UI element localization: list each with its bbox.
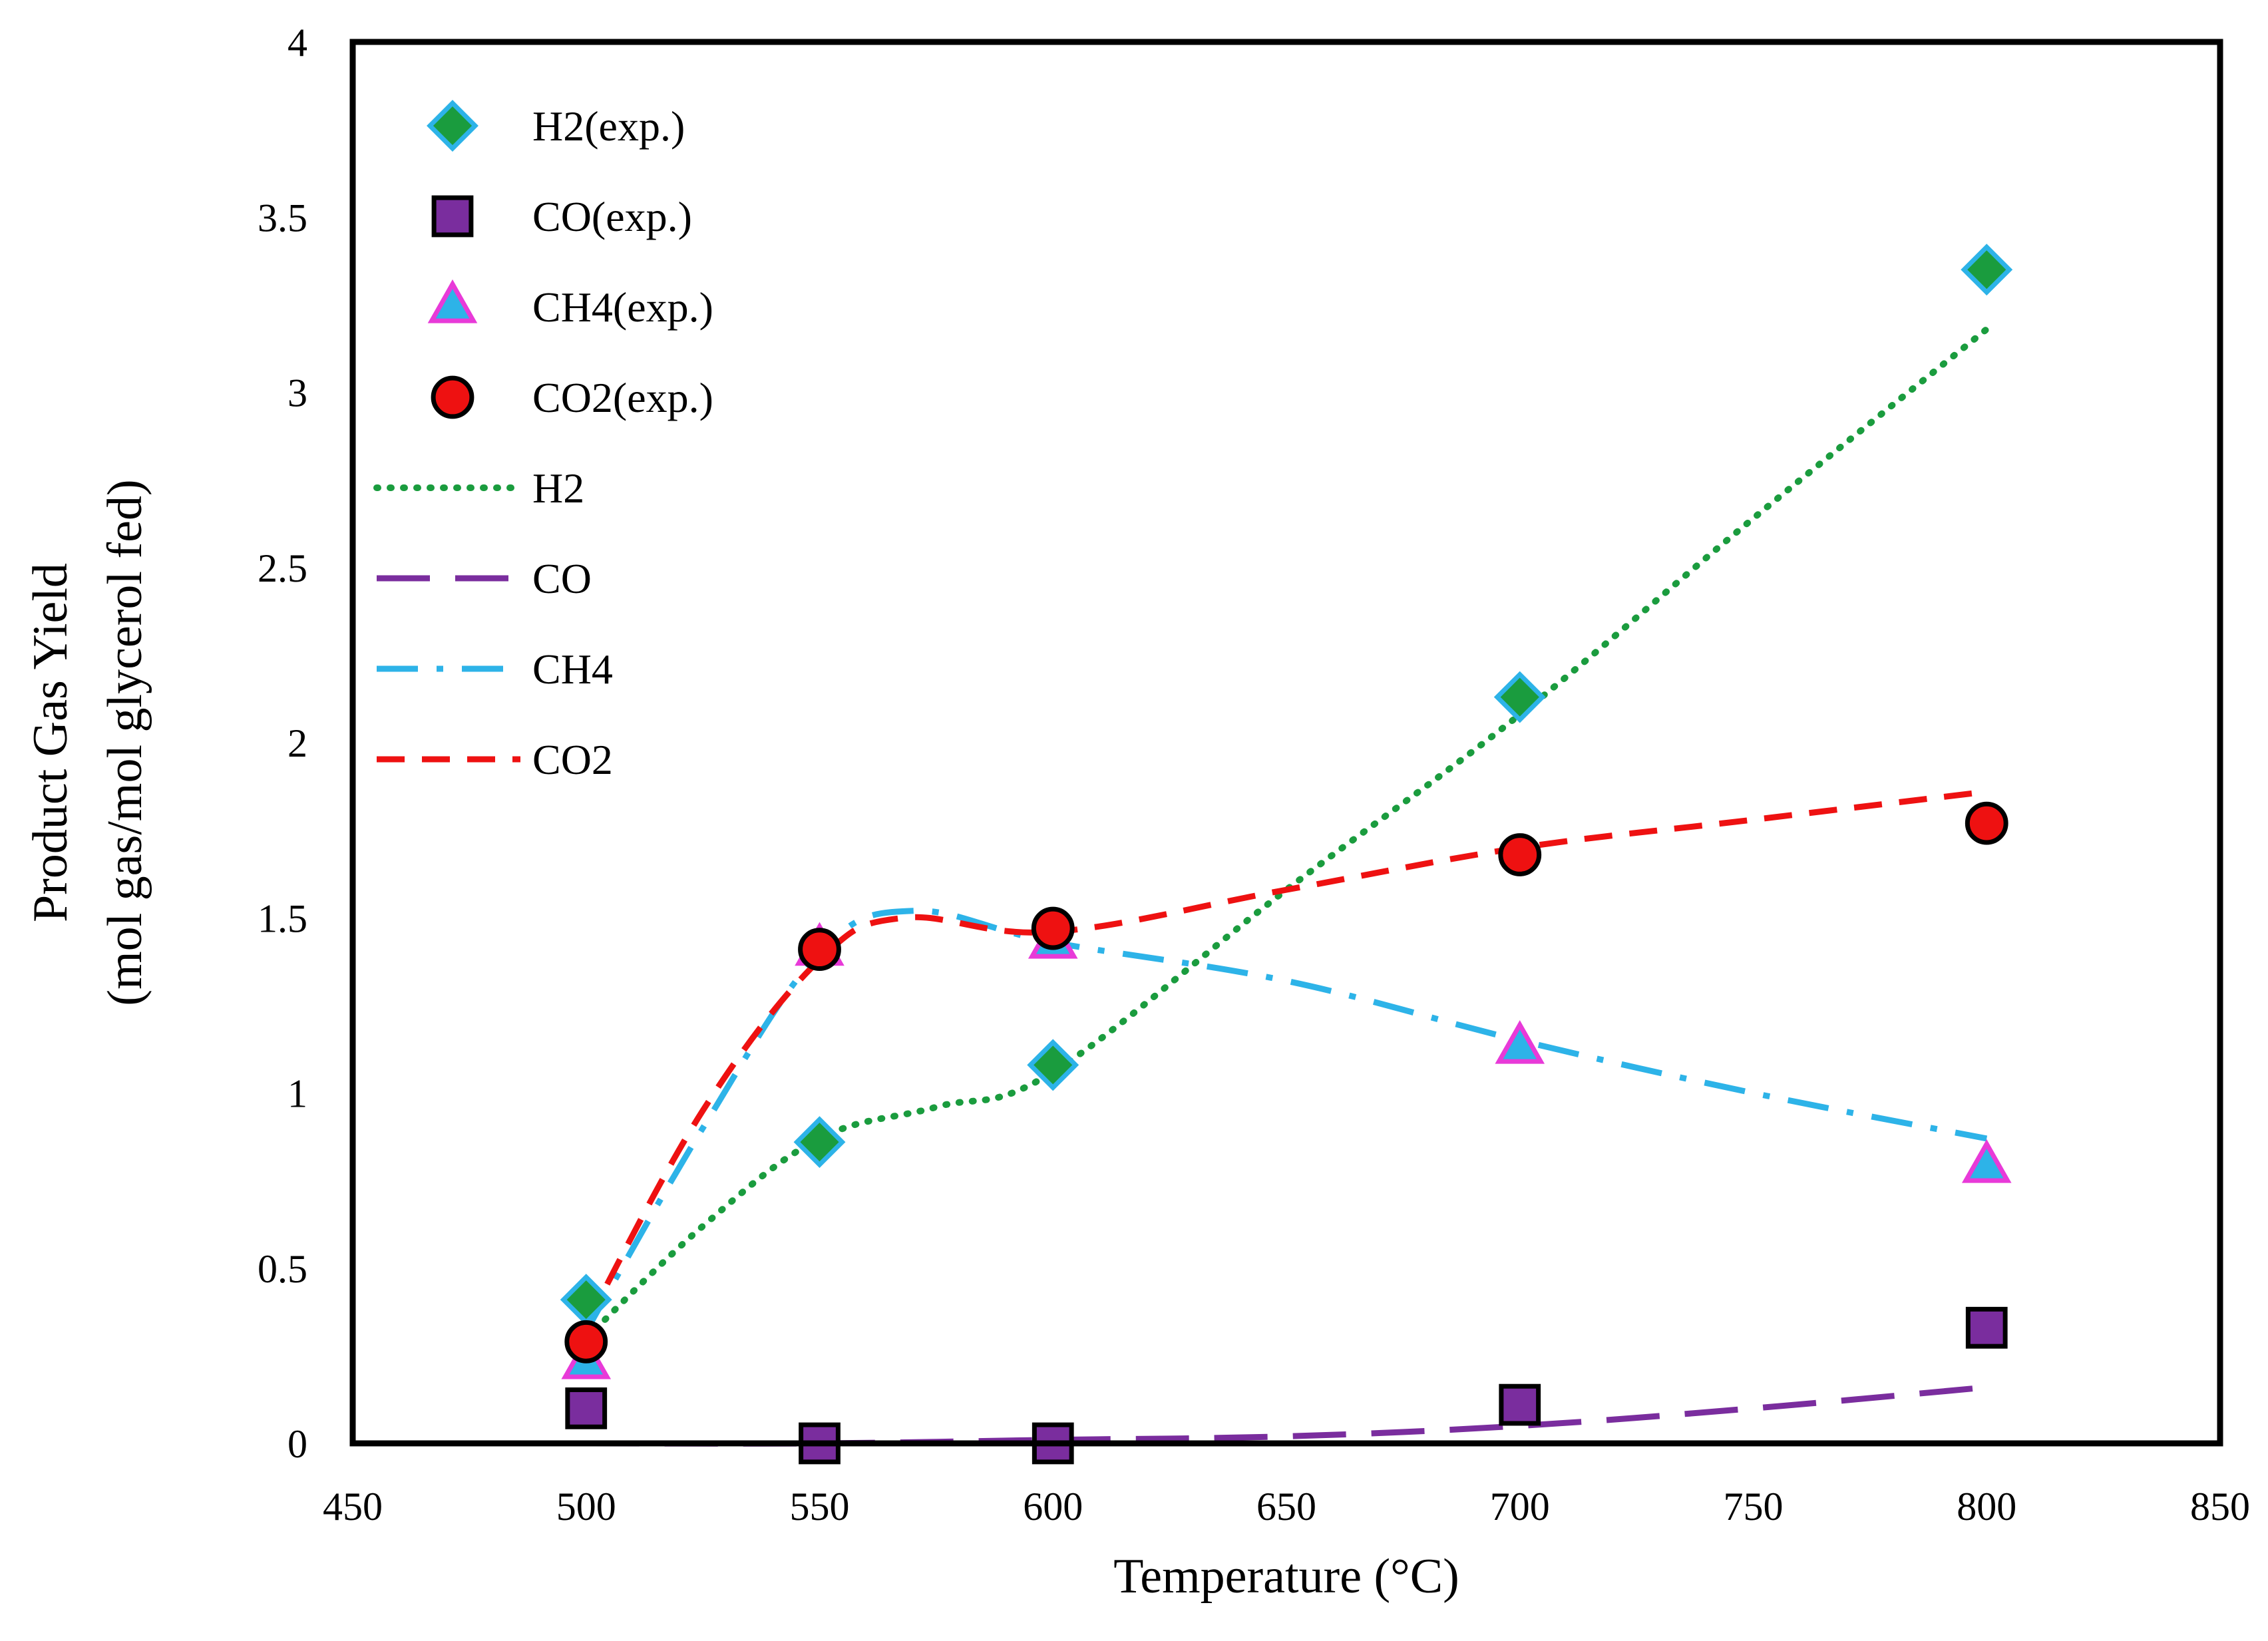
y-tick-label: 0 [287, 1422, 307, 1466]
legend-marker-h2-exp [427, 100, 478, 152]
x-tick-label: 450 [323, 1485, 383, 1529]
marker-ch4-exp [1961, 1139, 2012, 1183]
x-tick-label: 700 [1490, 1485, 1550, 1529]
line-ch4-model [583, 908, 1988, 1333]
marker-co-exp [565, 1387, 608, 1429]
y-tick-labels: 0 0.5 1 1.5 2 2.5 3 3.5 4 [258, 21, 307, 1466]
legend-marker-ch4-exp [427, 279, 478, 323]
y-axis-title-line2: (mol gas/mol glycerol fed) [98, 479, 152, 1005]
y-tick-label: 3.5 [258, 196, 307, 240]
y-tick-label: 2 [287, 721, 307, 765]
legend-label: CO(exp.) [532, 193, 692, 240]
x-axis-title: Temperature (°C) [1113, 1549, 1459, 1604]
x-tick-label: 750 [1724, 1485, 1784, 1529]
legend-label: CH4 [532, 645, 613, 693]
y-tick-label: 0.5 [258, 1247, 307, 1291]
marker-h2-exp [1493, 671, 1546, 723]
legend-label: CO2(exp.) [532, 374, 713, 421]
y-tick-label: 2.5 [258, 546, 307, 590]
y-tick-label: 1 [287, 1072, 307, 1116]
legend-label: CO [532, 555, 592, 602]
marker-co2-exp [1965, 801, 2008, 845]
y-tick-label: 4 [287, 21, 307, 65]
marker-co2-exp [1031, 906, 1075, 950]
marker-co-exp [1499, 1383, 1541, 1426]
y-tick-label: 3 [287, 371, 307, 415]
x-tick-labels: 450 500 550 600 650 700 750 800 850 [323, 1485, 2250, 1529]
marker-ch4-exp [1495, 1019, 1545, 1064]
x-tick-label: 500 [556, 1485, 616, 1529]
x-tick-label: 800 [1957, 1485, 2016, 1529]
marker-co2-exp [1498, 833, 1542, 876]
marker-h2-exp [793, 1116, 846, 1169]
x-tick-label: 650 [1256, 1485, 1316, 1529]
marker-h2-exp [1027, 1039, 1079, 1091]
marker-h2-exp [1961, 244, 2013, 296]
line-co2-model [583, 789, 1987, 1326]
y-tick-label: 1.5 [258, 896, 307, 940]
legend-marker-co-exp [431, 195, 474, 238]
legend-label: CO2 [532, 736, 613, 783]
marker-co-exp [1965, 1306, 2008, 1349]
marker-co2-exp [564, 1320, 608, 1364]
model-lines [582, 325, 1990, 1447]
marker-co2-exp [798, 928, 841, 972]
x-tick-label: 850 [2190, 1485, 2250, 1529]
legend: H2(exp.) CO(exp.) CH4(exp.) CO2(exp.) H2 CO CH… [373, 100, 713, 783]
x-tick-label: 550 [790, 1485, 850, 1529]
y-axis-title-line1: Product Gas Yield [23, 563, 78, 922]
legend-label: H2 [532, 464, 584, 512]
line-h2-model [582, 325, 1990, 1342]
legend-marker-co2-exp [431, 375, 474, 419]
legend-label: CH4(exp.) [532, 283, 713, 331]
plot-frame [349, 39, 2223, 1447]
legend-label: H2(exp.) [532, 102, 685, 150]
x-tick-label: 600 [1023, 1485, 1083, 1529]
